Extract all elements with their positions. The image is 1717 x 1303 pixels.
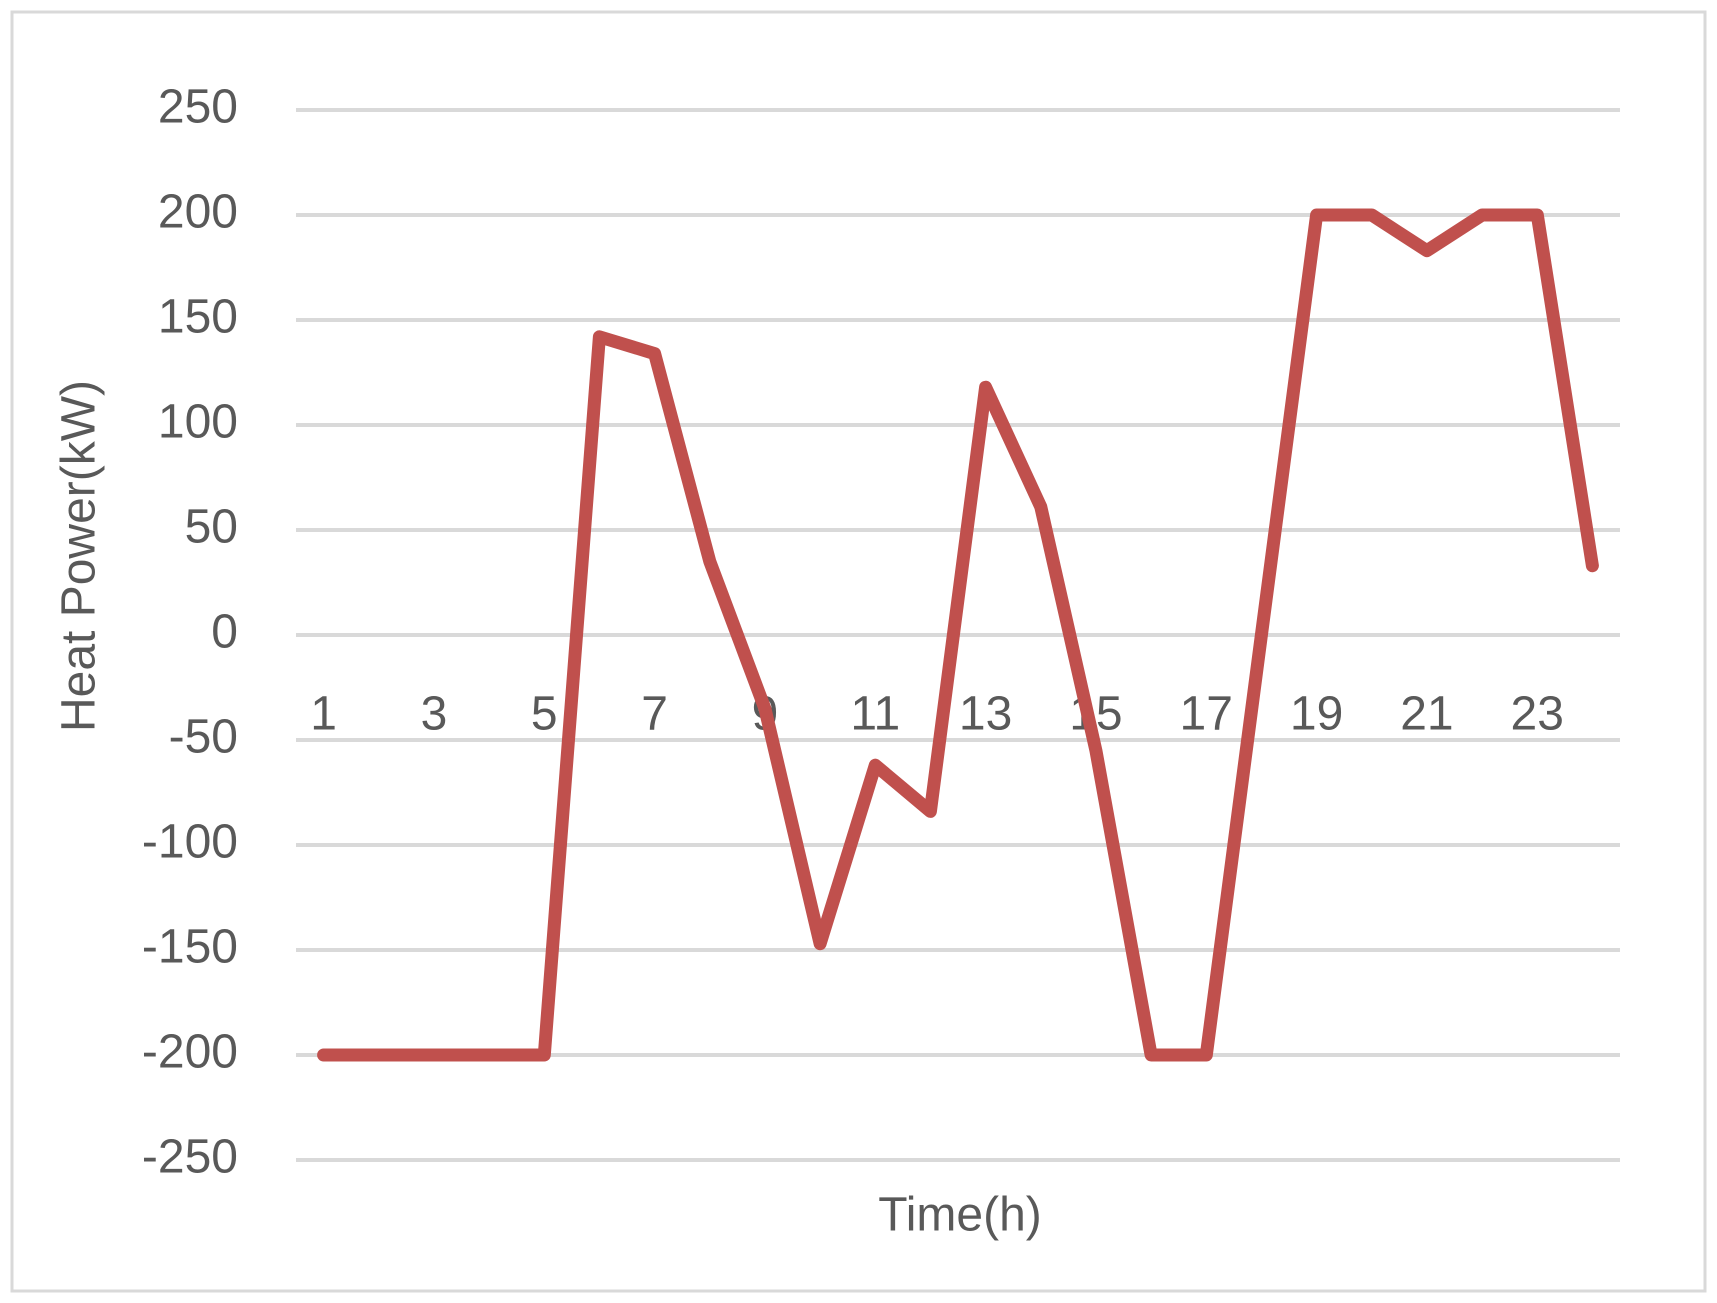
y-tick-label: -250 [142, 1131, 238, 1184]
y-tick-label: 250 [158, 81, 238, 134]
y-tick-label: 150 [158, 291, 238, 344]
y-tick-label: -150 [142, 921, 238, 974]
y-axis-title: Heat Power(kW) [53, 380, 106, 732]
y-tick-label: 100 [158, 396, 238, 449]
x-tick-label: 17 [1180, 688, 1233, 741]
x-tick-label: 19 [1290, 688, 1343, 741]
y-tick-label: 50 [185, 501, 238, 554]
chart-border [10, 10, 1707, 1293]
y-tick-label: 200 [158, 186, 238, 239]
y-tick-label: -100 [142, 816, 238, 869]
x-tick-label: 11 [850, 688, 900, 741]
x-tick-label: 13 [959, 688, 1012, 741]
x-tick-label: 3 [421, 688, 448, 741]
x-tick-label: 7 [641, 688, 668, 741]
x-tick-label: 23 [1511, 688, 1564, 741]
x-tick-label: 5 [531, 688, 558, 741]
x-tick-label: 21 [1400, 688, 1453, 741]
y-tick-label: -50 [169, 711, 238, 764]
x-tick-label: 1 [310, 688, 337, 741]
data-line [317, 208, 1599, 1062]
y-tick-label: -200 [142, 1026, 238, 1079]
x-axis-title: Time(h) [878, 1189, 1042, 1242]
y-tick-label: 0 [211, 606, 238, 659]
